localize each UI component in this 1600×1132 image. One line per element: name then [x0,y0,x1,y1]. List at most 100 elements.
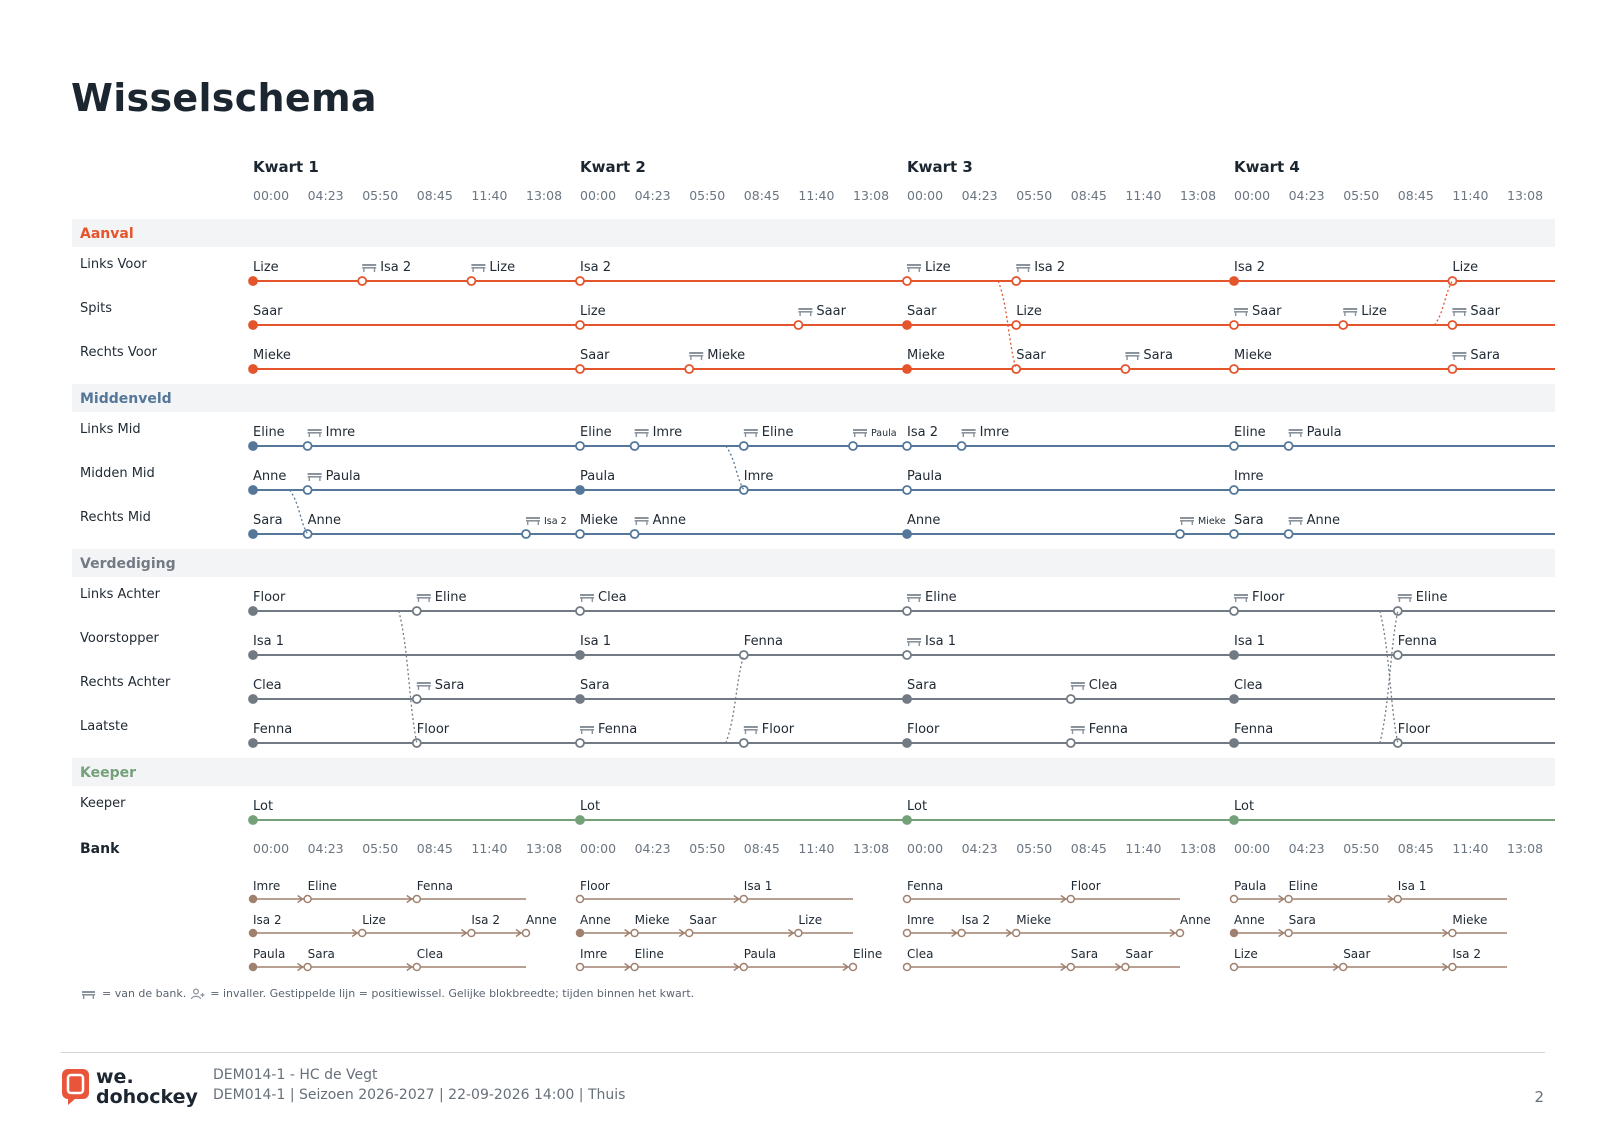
bench-marker [739,894,749,904]
player-name: Isa 1 [580,634,611,649]
time-tick-label: 04:23 [308,188,344,203]
bench-player-name: Anne [526,913,557,927]
change-marker [738,650,749,660]
bench-arrow-icon [733,962,741,972]
bench-player-name: Mieke [635,913,670,927]
bench-marker [1393,894,1403,904]
player-name: Isa 1 [253,634,284,649]
group-band [72,758,1555,786]
player-name: Sara [580,678,610,693]
player-name: Lot [253,799,273,814]
bench-icon [1397,594,1412,602]
bench-marker [303,894,312,904]
change-marker [575,364,585,374]
change-marker [902,529,912,539]
quarter-header: Kwart 3 [907,158,973,176]
group-band [72,549,1555,577]
logo-text-line2: dohockey [96,1086,199,1107]
bench-player-name: Anne [580,913,611,927]
bench-player-name: Isa 1 [744,879,773,893]
bench-marker [1284,894,1293,904]
player-name: Floor [417,722,450,737]
bench-player-name: Floor [580,879,610,893]
player-name: Floor [253,590,286,605]
player-name: Paula [326,469,361,484]
bench-player-name: Lize [798,913,822,927]
change-marker [629,441,640,451]
page-title: Wisselschema [71,76,377,120]
change-marker [902,276,912,286]
position-swap-line [1433,280,1453,326]
bench-arrow-icon [1278,928,1285,938]
bench-player-name: Clea [417,947,443,961]
change-marker [848,441,858,451]
bench-time-tick: 11:40 [1125,841,1161,856]
change-marker [902,606,912,616]
change-marker [248,650,258,660]
bench-player-name: Eline [853,947,882,961]
change-marker [575,320,585,330]
change-marker [1229,815,1239,825]
player-name: Sara [1143,348,1173,363]
player-name: Imre [744,469,774,484]
position-swap-line [289,489,309,535]
player-name: Mieke [580,513,618,528]
player-name: Lize [1016,304,1042,319]
bench-time-tick: 00:00 [253,841,289,856]
time-tick-label: 11:40 [798,188,834,203]
change-marker [902,364,912,374]
time-tick-label: 05:50 [1016,188,1052,203]
player-name: Mieke [707,348,745,363]
bench-arrow-icon [1441,928,1449,938]
bench-arrow-icon [406,962,414,972]
time-tick-label: 05:50 [1343,188,1379,203]
change-marker [684,364,695,374]
position-label: Rechts Voor [80,345,158,360]
player-name: Sara [1234,513,1264,528]
player-name: Anne [253,469,286,484]
bench-player-name: Paula [1234,879,1266,893]
bench-icon [82,990,95,999]
player-name: Saar [580,348,610,363]
time-tick-label: 13:08 [1180,188,1216,203]
bench-icon [416,594,431,602]
group-band [72,384,1555,412]
player-name: Isa 1 [925,634,956,649]
bench-marker [1284,928,1293,938]
player-name: Saar [816,304,846,319]
position-label: Voorstopper [80,631,159,646]
bench-marker [1011,928,1021,938]
change-marker [1229,364,1239,374]
bench-icon [307,473,322,481]
bench-player-name: Isa 2 [471,913,500,927]
bench-marker [575,962,585,972]
player-name: Paula [907,469,942,484]
bench-icon [1016,264,1031,272]
change-marker [1229,694,1239,704]
bench-time-tick: 04:23 [1289,841,1325,856]
bench-player-name: Saar [689,913,716,927]
bench-time-tick: 04:23 [308,841,344,856]
bench-arrow-icon [733,894,741,904]
change-marker [902,485,912,495]
player-name: Isa 2 [1034,260,1065,275]
bench-player-name: Saar [1343,947,1370,961]
bench-marker [1448,962,1457,972]
player-name: Lize [580,304,606,319]
change-marker [738,738,749,748]
change-marker [302,441,313,451]
time-tick-label: 13:08 [526,188,562,203]
bench-arrow-icon [1332,962,1340,972]
time-tick-label: 13:08 [1507,188,1543,203]
bench-icon [1125,352,1140,360]
bench-icon [416,682,431,690]
bench-icon [907,264,921,272]
bench-marker [1448,928,1457,938]
bench-marker [1066,962,1076,972]
bench-marker [575,894,585,904]
bench-player-name: Isa 1 [1398,879,1427,893]
player-name: Eline [762,425,794,440]
bench-time-tick: 08:45 [417,841,453,856]
change-marker [1229,738,1239,748]
wedohockey-logo: we. dohockey [62,1066,199,1107]
